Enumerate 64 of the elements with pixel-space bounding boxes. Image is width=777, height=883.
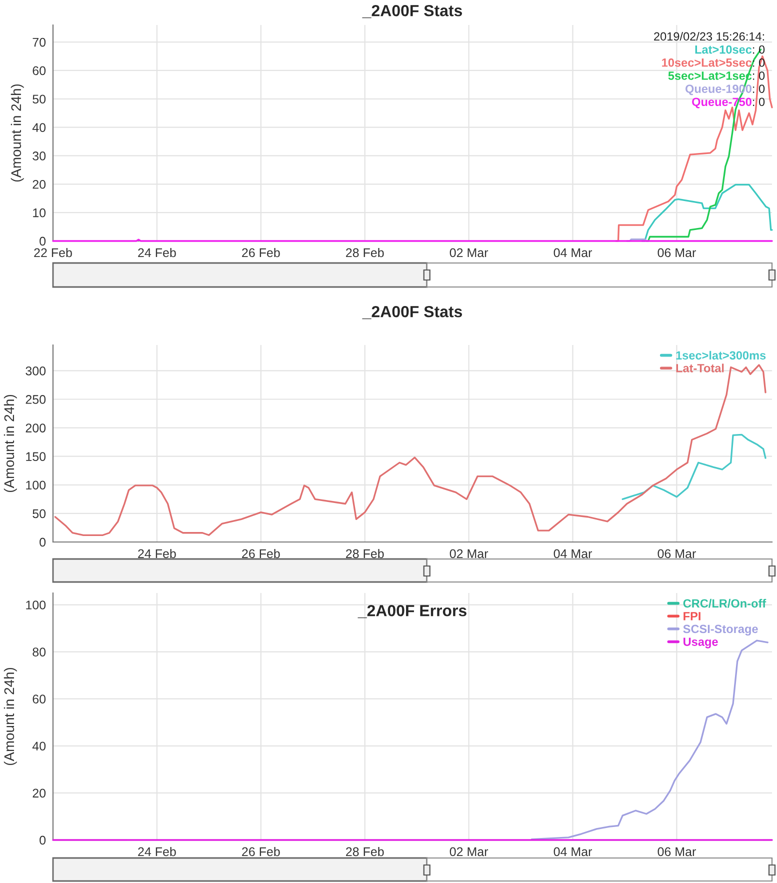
x-tick-label: 24 Feb [138,248,176,258]
y-tick-label: 10 [33,208,46,218]
x-tick-label: 22 Feb [34,248,72,258]
x-tick-label: 28 Feb [346,548,384,558]
y-tick-label: 50 [32,94,46,104]
series-label: 10sec>Lat>5sec [662,58,752,67]
legend-label: FPI [684,612,700,620]
annotation: : 0 [753,84,765,93]
text: _2A00F Errors [358,604,466,618]
x-tick-label: 26 Feb [242,846,280,856]
y-tick-label: 20 [32,788,46,798]
y-tick-label: 0 [40,836,46,845]
x-tick-label: 02 Mar [450,847,488,856]
annotation: : 0 [753,58,765,67]
line-series [615,55,773,242]
y-axis-title: (Amount in 24h) [4,394,17,492]
x-tick-label: 02 Mar [450,549,488,558]
y-tick-label: 0 [40,538,46,547]
x-tick-label: 06 Mar [658,847,696,856]
x-tick-label: 04 Mar [554,549,592,558]
legend-label: 1sec>lat>300ms [676,350,766,360]
y-tick-label: 70 [32,38,46,47]
y-tick-label: 80 [32,648,46,656]
x-tick-label: 06 Mar [658,248,696,258]
y-tick-label: 100 [26,480,46,490]
annotation: : 0 [753,72,765,80]
y-axis-title: (Amount in 24h) [4,668,17,766]
x-tick-label: 04 Mar [554,248,592,258]
chart-title: _2A00F Stats [362,306,462,320]
y-axis-title: (Amount in 24h) [10,84,24,182]
y-tick-label: 50 [32,509,46,518]
line-series [622,434,766,500]
x-tick-label: 06 Mar [658,549,696,558]
x-tick-label: 04 Mar [554,847,592,856]
y-tick-label: 60 [32,694,46,704]
y-tick-label: 300 [26,366,46,376]
y-tick-label: 0 [40,236,46,246]
y-tick-label: 20 [32,180,46,189]
x-tick-label: 02 Mar [450,248,488,258]
y-tick-label: 40 [32,123,46,132]
legend-label: Usage [684,638,718,648]
chart-title: _2A00F Stats [362,4,462,18]
y-tick-label: 200 [26,424,46,432]
annotation: 2019/02/23 15:26:14: [654,32,764,41]
x-tick-label: 26 Feb [242,548,280,558]
x-tick-label: 26 Feb [242,248,280,258]
y-tick-label: 150 [26,452,46,461]
annotation: : 0 [753,45,765,54]
y-tick-label: 60 [32,66,46,76]
x-tick-label: 28 Feb [346,248,384,258]
line-series [530,640,769,840]
y-tick-label: 40 [32,742,46,751]
annotation: : 0 [753,98,765,106]
y-tick-label: 250 [26,395,46,404]
line-series [54,364,766,536]
y-tick-label: 30 [32,152,46,160]
text: Lat>10sec [695,45,752,54]
x-tick-label: 24 Feb [138,548,176,558]
legend-label: Lat-Total [676,364,724,372]
legend-label: CRC/LR/On-off [683,598,766,608]
x-tick-label: 28 Feb [346,846,384,856]
legend-label: SCSI-Storage [683,624,758,636]
y-tick-label: 100 [26,600,46,610]
x-tick-label: 24 Feb [138,846,176,856]
